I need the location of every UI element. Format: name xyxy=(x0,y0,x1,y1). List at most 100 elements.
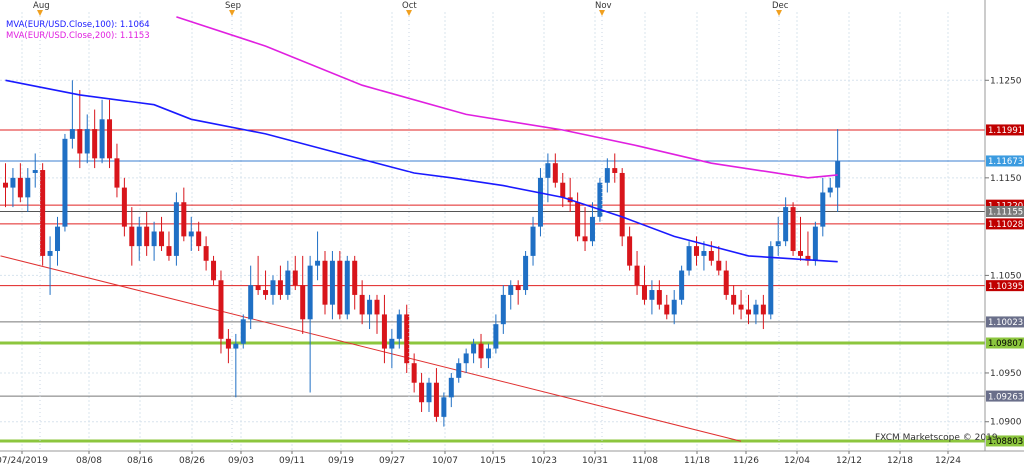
candle xyxy=(589,202,595,247)
candle-body xyxy=(798,251,804,256)
candle-body xyxy=(760,304,766,315)
candle-body xyxy=(433,382,439,417)
candle xyxy=(404,304,410,373)
candle-body xyxy=(560,182,566,198)
month-markers: Aug Sep Oct Nov Dec xyxy=(33,1,789,451)
candle xyxy=(604,158,610,193)
candle xyxy=(693,236,699,266)
moving-averages xyxy=(5,16,838,263)
candle xyxy=(255,255,261,295)
candle xyxy=(196,221,202,252)
candle-body xyxy=(344,260,350,315)
x-tick-label: 08/08 xyxy=(76,456,102,466)
candle-body xyxy=(485,348,491,359)
candle xyxy=(426,377,432,412)
price-label: 1.10395 xyxy=(988,282,1023,292)
candle-body xyxy=(723,270,729,295)
candle-body xyxy=(181,202,187,237)
price-label-box xyxy=(986,280,1024,292)
candle-body xyxy=(381,314,387,349)
candle-body xyxy=(805,255,811,261)
candle-body xyxy=(627,236,633,266)
price-label: 1.11673 xyxy=(988,157,1023,167)
candle-body xyxy=(129,226,135,247)
candle xyxy=(292,255,298,291)
candle-body xyxy=(731,294,737,305)
candle-body xyxy=(835,161,841,188)
candle xyxy=(92,109,98,169)
candle xyxy=(478,333,484,369)
price-label-box xyxy=(986,435,1024,447)
candle-body xyxy=(329,260,335,305)
x-tick-label: 09/19 xyxy=(328,456,354,466)
candle xyxy=(723,260,729,300)
y-tick-label: 1.1050 xyxy=(990,271,1022,281)
candle xyxy=(716,246,722,276)
candle xyxy=(99,99,105,164)
candle xyxy=(307,255,313,393)
candle xyxy=(322,251,328,315)
candle-body xyxy=(656,290,662,305)
candle xyxy=(188,216,194,252)
candles xyxy=(3,80,841,427)
candle-body xyxy=(738,304,744,310)
candle-body xyxy=(99,119,105,159)
candle xyxy=(114,143,120,198)
candle-body xyxy=(32,170,38,173)
candle xyxy=(225,329,231,364)
x-tick-label: 11/18 xyxy=(684,456,710,466)
candle xyxy=(300,255,306,334)
candle xyxy=(679,265,685,305)
candle-body xyxy=(612,168,618,173)
price-label-box xyxy=(986,218,1024,230)
candle-body xyxy=(746,309,751,315)
candle xyxy=(337,251,343,320)
candle-body xyxy=(493,324,499,349)
candle xyxy=(686,241,692,276)
candle xyxy=(708,241,714,266)
candle-body xyxy=(196,231,202,247)
x-tick-label: 10/15 xyxy=(480,456,506,466)
candle-body xyxy=(114,158,120,188)
price-label: 1.09807 xyxy=(988,339,1023,349)
candle xyxy=(634,251,640,295)
price-label-box xyxy=(986,124,1024,136)
candle-body xyxy=(604,168,610,183)
candle xyxy=(493,314,499,354)
candle xyxy=(374,294,380,334)
candle xyxy=(835,129,841,212)
candle-body xyxy=(701,251,707,256)
candle-body xyxy=(463,353,469,364)
candle-body xyxy=(589,216,595,242)
candle-body xyxy=(225,338,231,349)
candle-body xyxy=(166,246,172,256)
price-label: 1.10023 xyxy=(988,318,1023,328)
x-tick-label: 09/03 xyxy=(228,456,254,466)
candle xyxy=(270,275,276,305)
x-tick-label: 10/23 xyxy=(531,456,557,466)
candle xyxy=(508,280,514,310)
candle xyxy=(456,358,462,383)
credit-text: FXCM Marketscope © 2019 xyxy=(875,433,998,443)
candle xyxy=(285,260,291,300)
candle-body xyxy=(62,138,68,227)
x-tick-label: 12/18 xyxy=(887,456,913,466)
trendline-group xyxy=(0,255,742,442)
candle xyxy=(738,290,744,320)
candle-body xyxy=(352,260,358,295)
candle-body xyxy=(285,270,291,295)
candle-body xyxy=(768,246,774,315)
candle xyxy=(352,255,358,310)
candle-body xyxy=(649,290,655,300)
candle-body xyxy=(389,338,395,349)
candle xyxy=(537,168,543,237)
candle-body xyxy=(55,226,61,252)
candle xyxy=(753,299,759,325)
candle xyxy=(790,202,796,256)
candle xyxy=(181,187,187,242)
candle xyxy=(812,221,818,266)
candle-body xyxy=(25,177,31,198)
legend-ma200: MVA(EUR/USD.Close,200): 1.1153 xyxy=(6,31,150,41)
candle xyxy=(77,90,83,169)
candle-body xyxy=(441,397,447,417)
